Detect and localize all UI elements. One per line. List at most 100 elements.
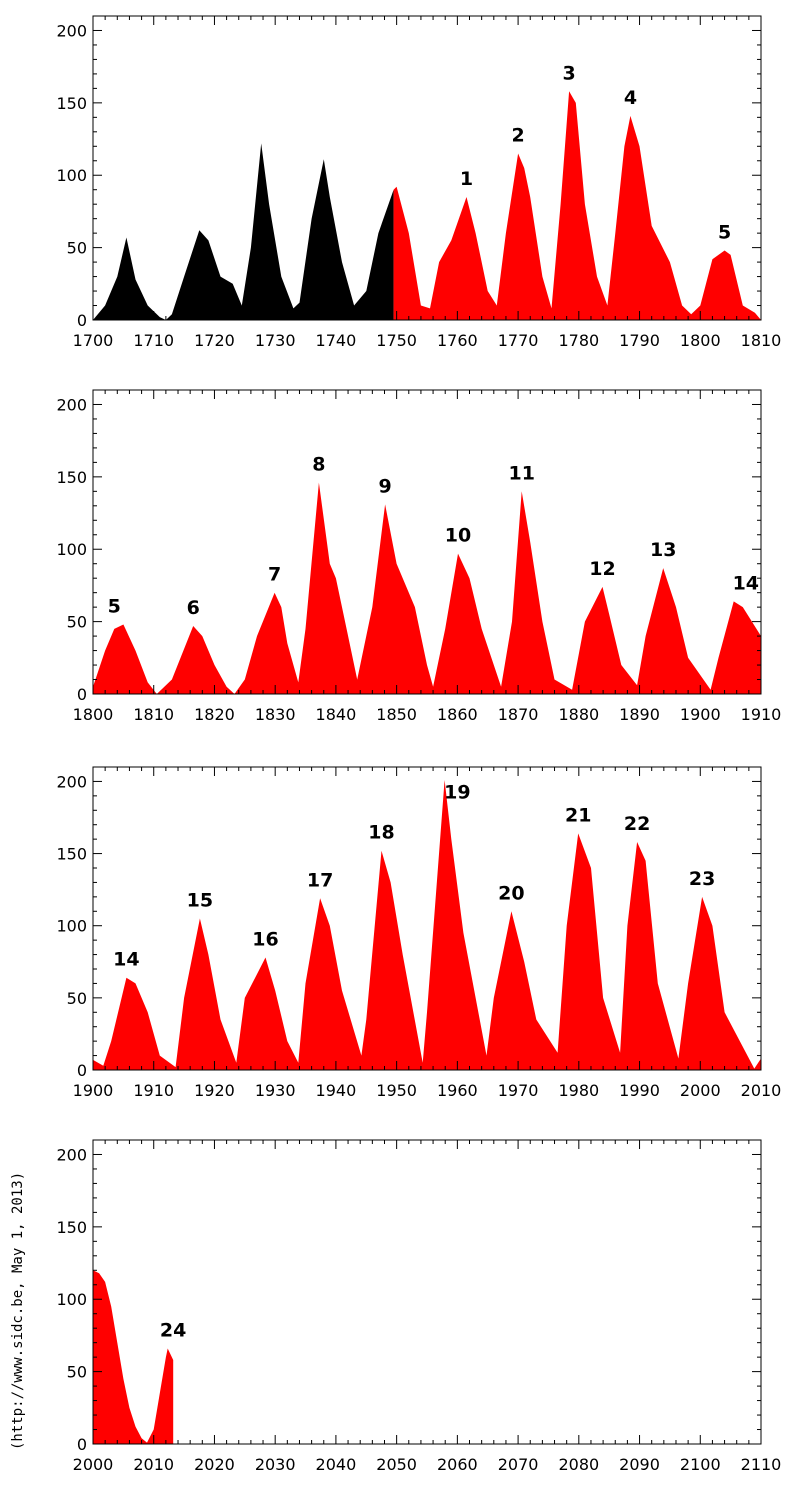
cycle-label-7: 7 [268, 564, 281, 586]
plot-frame [92, 389, 762, 695]
x-tick-label: 2010 [133, 1455, 174, 1474]
x-tick-label: 1900 [73, 1081, 114, 1100]
y-tick-label: 0 [77, 1435, 87, 1454]
x-tick-label: 1860 [437, 705, 478, 724]
y-tick-label: 100 [56, 166, 87, 185]
cycle-label-24: 24 [160, 1319, 186, 1341]
x-tick-label: 1730 [255, 331, 296, 350]
cycle-label-18: 18 [368, 822, 394, 844]
cycle-label-2: 2 [511, 125, 524, 147]
x-tick-label: 2030 [255, 1455, 296, 1474]
cycle-label-5: 5 [108, 596, 121, 618]
x-tick-label: 2000 [73, 1455, 114, 1474]
x-tick-label: 1770 [498, 331, 539, 350]
chart-panel-3: 1900 1910 1920 1930 1940 1950 1960 1970 1980 1990… [56, 766, 782, 1100]
x-tick-label: 1850 [376, 705, 417, 724]
cycle-label-3: 3 [562, 62, 575, 84]
x-tick-label: 1760 [437, 331, 478, 350]
series-area-1 [93, 780, 761, 1070]
chart-panels: 1700 1 7 10 1720 1730 1740 1750 1760 1770 1780 1790… [56, 15, 782, 1474]
x-tick-label: 2000 [680, 1081, 721, 1100]
series-area-1 [93, 1270, 174, 1444]
cycle-label-1: 1 [460, 168, 473, 190]
y-tick-label: 0 [77, 1061, 87, 1080]
chart-panel-2: 1800 1810 1820 1830 1840 1850 1860 1870 1880 1890… [56, 389, 782, 724]
x-tick-label: 1910 [133, 1081, 174, 1100]
x-tick-label: 2060 [437, 1455, 478, 1474]
y-tick-label: 200 [56, 21, 87, 40]
x-tick-label: 1870 [498, 705, 539, 724]
x-tick-label: 2090 [619, 1455, 660, 1474]
x-tick-label: 1960 [437, 1081, 478, 1100]
x-tick-label: 2050 [376, 1455, 417, 1474]
x-tick-label: 1900 [680, 705, 721, 724]
chart-panel-1: 1700 1710 1720 1730 1740 1750 1760 1770 1780 1790… [56, 15, 782, 350]
cycle-label-16: 16 [252, 928, 278, 950]
cycle-label-5: 5 [718, 222, 731, 244]
x-tick-label: 1700 [73, 331, 114, 350]
cycle-label-4: 4 [624, 87, 637, 109]
cycle-label-12: 12 [589, 558, 615, 580]
y-tick-label: 200 [56, 395, 87, 414]
x-tick-label: 1950 [376, 1081, 417, 1100]
x-tick-label: 1810 [741, 331, 782, 350]
x-tick-label: 1750 [376, 331, 417, 350]
chart-panel-4: 2000 2010 2020 2030 2040 2050 2060 2070 2080 2090… [56, 1139, 781, 1474]
y-tick-label: 150 [56, 94, 87, 113]
x-tick-label: 2100 [680, 1455, 721, 1474]
x-tick-label: 1800 [73, 705, 114, 724]
y-tick-label: 50 [67, 613, 87, 632]
cycle-label-14: 14 [733, 572, 759, 594]
x-tick-label: 2070 [498, 1455, 539, 1474]
x-tick-label: 1990 [619, 1081, 660, 1100]
x-tick-label: 1740 [316, 331, 357, 350]
x-tick-label: 2080 [558, 1455, 599, 1474]
y-tick-label: 0 [77, 685, 87, 704]
y-tick-label: 50 [67, 989, 87, 1008]
x-tick-label: 1720 [194, 331, 235, 350]
cycle-label-22: 22 [624, 813, 650, 835]
y-tick-label: 150 [56, 845, 87, 864]
x-tick-label: 1780 [558, 331, 599, 350]
x-tick-label: 1830 [255, 705, 296, 724]
y-tick-label: 50 [67, 1363, 87, 1382]
cycle-label-20: 20 [498, 882, 524, 904]
x-tick-label: 1880 [558, 705, 599, 724]
cycle-label-11: 11 [509, 462, 535, 484]
x-tick-label: 1970 [498, 1081, 539, 1100]
y-tick-label: 100 [56, 917, 87, 936]
cycle-label-6: 6 [187, 597, 200, 619]
y-tick-label: 150 [56, 1218, 87, 1237]
x-tick-label: 1790 [619, 331, 660, 350]
cycle-label-10: 10 [445, 525, 471, 547]
cycle-label-15: 15 [187, 890, 213, 912]
y-tick-label: 0 [77, 311, 87, 330]
y-tick-label: 150 [56, 468, 87, 487]
plot-frame [92, 766, 762, 1071]
y-tick-label: 100 [56, 540, 87, 559]
plot-frame [92, 1139, 762, 1445]
y-tick-label: 200 [56, 772, 87, 791]
x-tick-label: 1820 [194, 705, 235, 724]
cycle-label-14: 14 [113, 949, 139, 971]
x-tick-label: 1940 [316, 1081, 357, 1100]
cycle-label-19: 19 [444, 781, 470, 803]
x-tick-label: 1980 [558, 1081, 599, 1100]
series-area-2 [393, 91, 761, 320]
y-tick-label: 100 [56, 1290, 87, 1309]
x-tick-label: 1800 [680, 331, 721, 350]
x-tick-label: 1910 [741, 705, 782, 724]
y-tick-label: 50 [67, 239, 87, 258]
x-tick-label: 1840 [316, 705, 357, 724]
x-tick-label: 2020 [194, 1455, 235, 1474]
x-tick-label: 1930 [255, 1081, 296, 1100]
cycle-label-9: 9 [378, 475, 391, 497]
series-area-1 [93, 143, 394, 320]
x-tick-label: 2010 [741, 1081, 782, 1100]
y-tick-label: 200 [56, 1145, 87, 1164]
x-tick-label: 1920 [194, 1081, 235, 1100]
cycle-label-13: 13 [650, 539, 676, 561]
x-tick-label: 2040 [316, 1455, 357, 1474]
cycle-label-8: 8 [312, 454, 325, 476]
